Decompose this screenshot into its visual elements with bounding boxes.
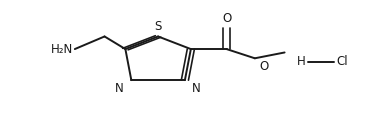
Text: N: N (115, 82, 124, 95)
Text: S: S (154, 20, 162, 33)
Text: O: O (259, 60, 268, 73)
Text: H: H (297, 55, 306, 68)
Text: N: N (192, 82, 201, 95)
Text: Cl: Cl (336, 55, 348, 68)
Text: H₂N: H₂N (51, 43, 73, 56)
Text: O: O (222, 12, 231, 25)
